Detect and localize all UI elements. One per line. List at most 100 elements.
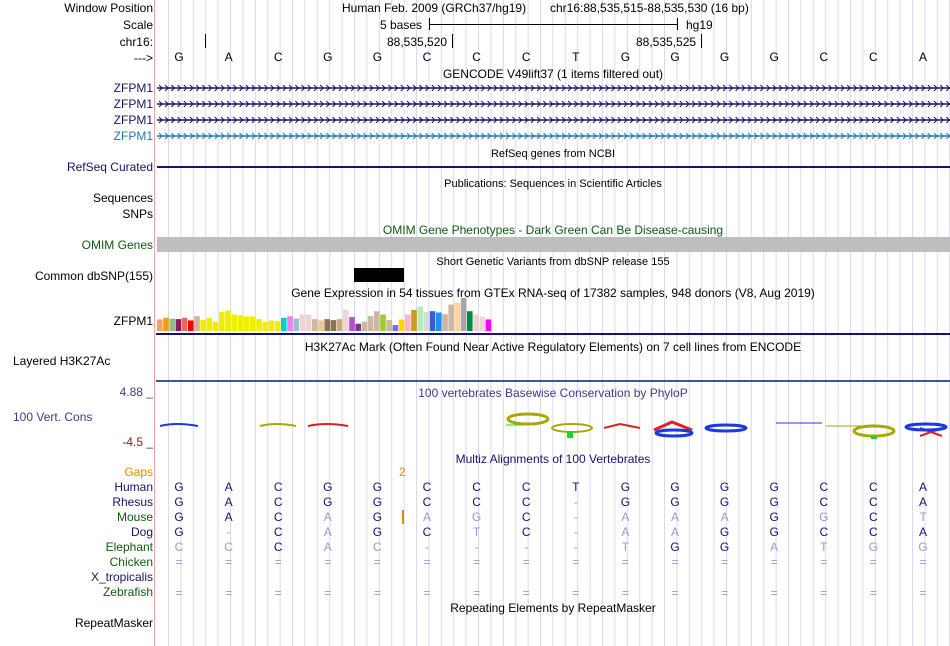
phylop-logo[interactable]: [156, 408, 950, 442]
gtex-tissue-bar[interactable]: [175, 319, 182, 331]
phylop-label[interactable]: 100 Vert. Cons: [13, 410, 93, 424]
gtex-tissue-bar[interactable]: [343, 309, 349, 331]
gtex-tissue-bar[interactable]: [256, 319, 262, 331]
gtex-tissue-bar[interactable]: [361, 321, 368, 331]
gtex-tissue-bar[interactable]: [405, 314, 411, 332]
gap-count[interactable]: 2: [399, 465, 406, 479]
gencode-item-label[interactable]: ZFPM1: [113, 129, 153, 143]
publications-title[interactable]: Publications: Sequences in Scientific Ar…: [444, 178, 662, 190]
gtex-tissue-bar[interactable]: [293, 318, 299, 331]
gtex-tissue-bar[interactable]: [206, 317, 213, 331]
species-label[interactable]: Elephant: [105, 540, 153, 554]
gtex-tissue-bar[interactable]: [367, 316, 374, 331]
gtex-tissue-bar[interactable]: [429, 311, 436, 331]
gtex-tissue-bar[interactable]: [423, 311, 430, 331]
gtex-tissue-bar[interactable]: [299, 314, 306, 332]
alignment-base: G: [372, 525, 383, 539]
multiz-title[interactable]: Multiz Alignments of 100 Vertebrates: [455, 452, 651, 466]
alignment-base: T: [820, 540, 828, 554]
gencode-item-label[interactable]: ZFPM1: [113, 81, 153, 95]
gtex-tissue-bar[interactable]: [485, 319, 492, 331]
gtex-tissue-bar[interactable]: [479, 316, 485, 331]
species-label[interactable]: Rhesus: [112, 495, 153, 509]
gtex-tissue-bar[interactable]: [436, 312, 442, 331]
gtex-tissue-bar[interactable]: [411, 309, 417, 331]
gtex-label[interactable]: ZFPM1: [113, 314, 153, 328]
gtex-tissue-bar[interactable]: [318, 320, 324, 331]
gtex-tissue-bar[interactable]: [386, 320, 392, 331]
gtex-tissue-bar[interactable]: [274, 321, 281, 331]
gtex-tissue-bar[interactable]: [250, 316, 256, 331]
gtex-bar-chart[interactable]: [156, 298, 536, 334]
gtex-tissue-bar[interactable]: [448, 304, 454, 331]
gtex-tissue-bar[interactable]: [460, 298, 467, 331]
gtex-tissue-bar[interactable]: [212, 321, 219, 331]
gencode-item-label[interactable]: ZFPM1: [113, 97, 153, 111]
gtex-tissue-bar[interactable]: [380, 314, 386, 332]
gtex-tissue-bar[interactable]: [268, 320, 275, 331]
refseq-label[interactable]: RefSeq Curated: [66, 160, 153, 174]
repeatmasker-label[interactable]: RepeatMasker: [74, 616, 153, 630]
gtex-title[interactable]: Gene Expression in 54 tissues from GTEx …: [291, 286, 815, 300]
gtex-tissue-bar[interactable]: [305, 314, 312, 332]
gencode-transcript[interactable]: [157, 131, 950, 141]
gtex-tissue-bar[interactable]: [330, 320, 337, 331]
gtex-tissue-bar[interactable]: [398, 319, 405, 331]
dbsnp-variant[interactable]: [354, 268, 404, 282]
refseq-title[interactable]: RefSeq genes from NCBI: [490, 148, 616, 160]
gtex-tissue-bar[interactable]: [237, 315, 244, 331]
phylop-title[interactable]: 100 vertebrates Basewise Conservation by…: [418, 386, 688, 400]
gtex-tissue-bar[interactable]: [324, 319, 330, 331]
gtex-tissue-bar[interactable]: [157, 319, 163, 331]
gtex-tissue-bar[interactable]: [188, 320, 194, 331]
gtex-tissue-bar[interactable]: [355, 323, 361, 331]
gtex-tissue-bar[interactable]: [243, 316, 250, 331]
gtex-tissue-bar[interactable]: [349, 317, 355, 331]
dbsnp-label[interactable]: Common dbSNP(155): [34, 269, 153, 283]
gtex-tissue-bar[interactable]: [312, 319, 318, 331]
gap-marker[interactable]: [402, 510, 404, 524]
gtex-tissue-bar[interactable]: [225, 310, 231, 331]
gtex-tissue-bar[interactable]: [262, 321, 268, 331]
gencode-transcript[interactable]: [157, 99, 950, 109]
gtex-tissue-bar[interactable]: [169, 318, 175, 331]
gtex-tissue-bar[interactable]: [219, 311, 225, 331]
gtex-tissue-bar[interactable]: [417, 306, 423, 331]
dbsnp-title[interactable]: Short Genetic Variants from dbSNP releas…: [436, 256, 670, 268]
gencode-transcript[interactable]: [157, 83, 950, 93]
gtex-tissue-bar[interactable]: [231, 314, 237, 332]
gtex-tissue-bar[interactable]: [194, 316, 200, 331]
species-label[interactable]: Chicken: [109, 555, 153, 569]
gtex-tissue-bar[interactable]: [392, 325, 399, 331]
gtex-tissue-bar[interactable]: [467, 311, 473, 331]
gtex-tissue-bar[interactable]: [374, 311, 380, 331]
refseq-gene-line[interactable]: [157, 166, 950, 168]
species-label[interactable]: Human: [114, 480, 153, 494]
gtex-tissue-bar[interactable]: [163, 317, 169, 331]
species-label[interactable]: Zebrafish: [102, 585, 153, 599]
repeatmasker-title[interactable]: Repeating Elements by RepeatMasker: [450, 601, 656, 615]
h3k27ac-label[interactable]: Layered H3K27Ac: [13, 354, 111, 368]
publications-label-snps[interactable]: SNPs: [122, 207, 153, 221]
omim-label[interactable]: OMIM Genes: [81, 238, 153, 252]
species-label[interactable]: Dog: [130, 525, 153, 539]
omim-title[interactable]: OMIM Gene Phenotypes - Dark Green Can Be…: [382, 223, 724, 237]
gencode-transcript[interactable]: [157, 115, 950, 125]
gtex-tissue-bar[interactable]: [336, 319, 343, 331]
publications-label-sequences[interactable]: Sequences: [92, 191, 153, 205]
gtex-tissue-bar[interactable]: [181, 317, 188, 331]
omim-gene-bar[interactable]: [157, 237, 950, 252]
gtex-tissue-bar[interactable]: [200, 320, 206, 331]
species-label[interactable]: X_tropicalis: [90, 570, 153, 584]
gtex-tissue-bar[interactable]: [281, 317, 287, 331]
gencode-title[interactable]: GENCODE V49lift37 (1 items filtered out): [442, 67, 664, 81]
species-label[interactable]: Mouse: [116, 510, 153, 524]
gaps-label[interactable]: Gaps: [124, 465, 153, 479]
gtex-tissue-bar[interactable]: [473, 314, 479, 332]
alignment-base: -: [573, 540, 578, 554]
gtex-tissue-bar[interactable]: [442, 314, 448, 331]
gencode-item-label[interactable]: ZFPM1: [113, 113, 153, 127]
h3k27ac-title[interactable]: H3K27Ac Mark (Often Found Near Active Re…: [304, 340, 802, 354]
gtex-tissue-bar[interactable]: [454, 302, 461, 331]
gtex-tissue-bar[interactable]: [287, 316, 293, 331]
